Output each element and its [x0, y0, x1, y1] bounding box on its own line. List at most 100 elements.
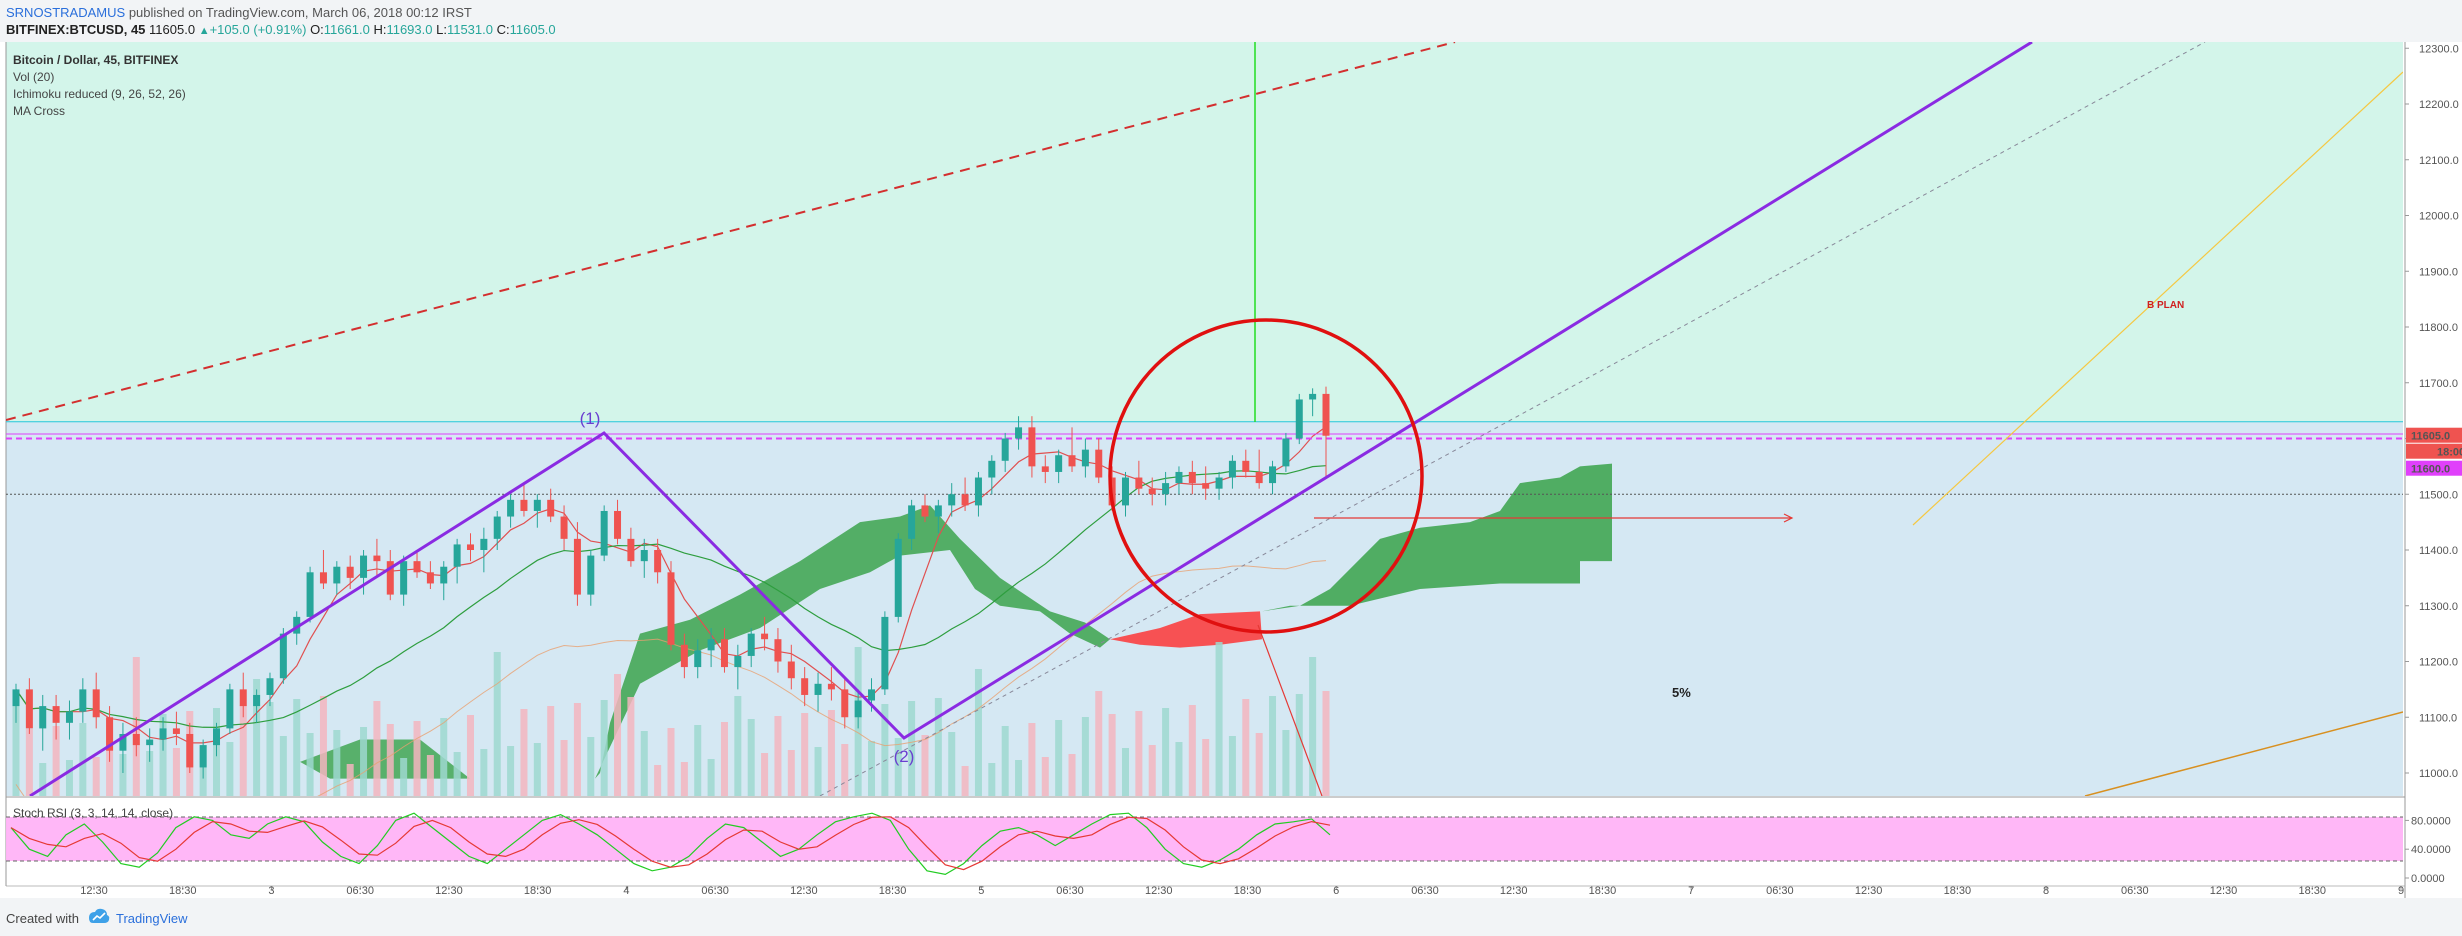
candle-body — [627, 538, 635, 562]
time-axis[interactable]: 12:30 18:30 3 06:30 12:30 18:30 4 06:30 12:30 18:… — [80, 885, 2404, 897]
time-tick-label: 06:30 — [2121, 885, 2149, 897]
time-tick-label: 3 — [268, 885, 274, 897]
candle-body — [1135, 477, 1143, 489]
candle-body — [186, 733, 194, 768]
stoch-rsi-pane: 80.0000 40.0000 0.0000 — [6, 812, 2451, 885]
volume-bar — [159, 714, 167, 796]
volume-bar — [654, 765, 662, 796]
price-tick-label: 11900.0 — [2419, 266, 2458, 278]
last-price: 11605.0 — [149, 22, 196, 37]
chart-text-labels: Bitcoin / Dollar, 45, BITFINEX Vol (20) … — [13, 53, 2184, 820]
author-link[interactable]: SRNOSTRADAMUS — [6, 5, 126, 20]
volume-bar — [707, 759, 715, 796]
time-tick-label: 18:30 — [1234, 885, 1262, 897]
candle-body — [1095, 449, 1103, 478]
volume-bar — [1121, 748, 1129, 796]
time-tick-label: 18:30 — [169, 885, 197, 897]
volume-bar — [573, 703, 581, 796]
candle-body — [159, 728, 167, 740]
volume-bar — [12, 706, 20, 796]
time-tick-label: 06:30 — [346, 885, 374, 897]
time-tick-label: 18:30 — [2299, 885, 2327, 897]
created-with-text: Created with — [6, 911, 79, 926]
price-tick-label: 12300.0 — [2419, 43, 2459, 55]
volume-bar — [65, 760, 73, 796]
volume-bar — [333, 730, 341, 796]
volume-bar — [1095, 691, 1103, 796]
candle-body — [894, 538, 902, 617]
volume-bar — [533, 743, 541, 796]
tradingview-logo-icon[interactable] — [87, 906, 111, 926]
countdown-badge — [2406, 443, 2462, 459]
candle-body — [533, 499, 541, 511]
volume-bar — [1322, 691, 1330, 796]
volume-bar — [1255, 733, 1263, 796]
header-bar — [0, 0, 2462, 42]
candle-body — [346, 566, 354, 578]
volume-bar — [172, 748, 180, 796]
volume-bar — [119, 754, 127, 796]
candle-body — [1121, 477, 1129, 506]
time-tick-label: 06:30 — [1056, 885, 1084, 897]
volume-bar — [627, 697, 635, 796]
candle-body — [560, 516, 568, 539]
volume-bar — [306, 733, 314, 796]
symbol-name: BITFINEX:BTCUSD, 45 — [6, 22, 146, 37]
stoch-title: Stoch RSI (3, 3, 14, 14, close) — [13, 806, 173, 820]
high-value: 11693.0 — [386, 22, 433, 37]
volume-bar — [1309, 657, 1317, 796]
price-tick-label: 11100.0 — [2419, 712, 2457, 724]
candle-body — [1309, 393, 1317, 400]
candle-body — [39, 706, 47, 729]
upper-channel-dashed — [6, 42, 1456, 421]
volume-bar — [413, 721, 421, 796]
volume-bar — [614, 674, 622, 796]
volume-bar — [640, 731, 648, 796]
candle-body — [493, 516, 501, 539]
candle-body — [573, 538, 581, 595]
candle-body — [1228, 460, 1236, 478]
price-tick-label: 11500.0 — [2419, 489, 2458, 501]
candle-body — [360, 555, 368, 578]
time-tick-label: 18:30 — [524, 885, 552, 897]
wave-1-label: (1) — [580, 409, 601, 428]
volume-bar — [92, 757, 100, 796]
volume-bar — [1188, 705, 1196, 796]
legend-item-ichimoku: Ichimoku reduced (9, 26, 52, 26) — [13, 87, 186, 101]
candle-body — [172, 728, 180, 734]
price-tick-label: 11400.0 — [2419, 545, 2458, 557]
open-label: O: — [310, 22, 324, 37]
low-value: 11531.0 — [446, 22, 493, 37]
candle-body — [132, 733, 140, 746]
stoch-tick-label: 40.0000 — [2411, 844, 2451, 856]
legend-item-volume: Vol (20) — [13, 70, 54, 84]
candle-body — [146, 739, 154, 746]
ichimoku-cloud — [300, 463, 1612, 779]
candle-body — [253, 694, 261, 707]
volume-bar — [814, 747, 822, 796]
tradingview-link[interactable]: TradingView — [116, 911, 188, 926]
upper-green-zone — [6, 42, 2403, 422]
candle-body — [453, 544, 461, 567]
candle-body — [761, 633, 769, 640]
candle-body — [801, 678, 809, 695]
candle-body — [65, 711, 73, 723]
volume-bar — [1228, 736, 1236, 796]
volume-bar — [974, 669, 982, 796]
candle-body — [12, 689, 20, 707]
volume-bar — [801, 713, 809, 796]
time-tick-label: 12:30 — [790, 885, 818, 897]
volume-bar — [1282, 730, 1290, 796]
price-axis[interactable]: 11000.0 11100.0 11200.0 11300.0 11400.0 11500… — [2405, 43, 2462, 780]
time-tick-label: 06:30 — [1766, 885, 1794, 897]
candle-body — [934, 505, 942, 517]
candle-body — [1242, 460, 1250, 472]
wave-drawings — [29, 42, 2033, 796]
volume-bars — [12, 642, 1330, 796]
candle-body — [119, 733, 127, 751]
time-tick-label: 12:30 — [1855, 885, 1883, 897]
ichimoku-cloud-forward — [1262, 463, 1612, 612]
candle-body — [319, 572, 327, 584]
price-tick-label: 11700.0 — [2419, 378, 2458, 390]
